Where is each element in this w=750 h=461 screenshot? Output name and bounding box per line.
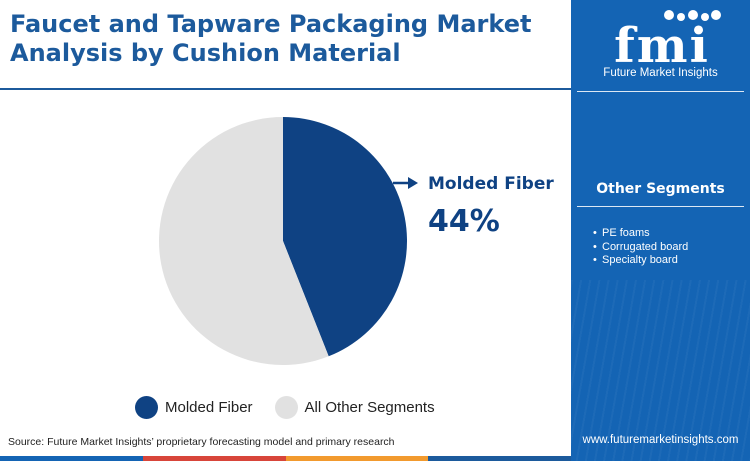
legend-label-all-other-segments: All Other Segments [304, 398, 435, 416]
other-segments-list: • PE foams • Corrugated board • Specialty b… [593, 227, 688, 268]
bullet-icon: • [593, 240, 597, 253]
source-note: Source: Future Market Insights’ propriet… [8, 436, 395, 448]
title-divider [0, 88, 571, 90]
svg-text:fmi: fmi [614, 18, 710, 74]
callout-arrow-head [408, 177, 418, 189]
legend-swatch-all-other-segments [274, 395, 298, 419]
callout-label: Molded Fiber [428, 174, 554, 194]
bottom-bar-segment [428, 456, 571, 461]
segment-label: Corrugated board [602, 240, 689, 253]
callout-value: 44% [428, 204, 500, 239]
bottom-bar-segment [0, 456, 143, 461]
segment-label: PE foams [602, 227, 650, 239]
legend-swatch-molded-fiber [135, 395, 158, 419]
chart-legend: Molded Fiber All Other Segments [135, 394, 457, 420]
other-segments-title: Other Segments [596, 181, 725, 197]
website-link[interactable]: www.futuremarketinsights.com [582, 434, 739, 446]
sidebar-texture [571, 280, 750, 461]
list-item: • Specialty board [593, 254, 688, 268]
fmi-logo-icon: fmi [614, 10, 721, 74]
bullet-icon: • [593, 254, 597, 266]
callout-arrow-icon [393, 177, 418, 189]
bottom-color-bar [0, 456, 571, 461]
list-item: • PE foams [593, 227, 688, 241]
pie-slice-molded-fiber [283, 117, 408, 357]
sidebar-divider [577, 91, 744, 92]
list-item: • Corrugated board [593, 241, 688, 255]
legend-label-molded-fiber: Molded Fiber [165, 398, 253, 416]
legend-item-all-other-segments: All Other Segments [274, 395, 435, 419]
pie-slices [159, 117, 408, 365]
sidebar-panel: fmi Future Market Insights Other Segment… [571, 0, 750, 461]
logo-caption: Future Market Insights [603, 67, 718, 79]
bullet-icon: • [593, 227, 597, 239]
page-title: Faucet and Tapware Packaging Market Anal… [10, 10, 532, 67]
pie-chart [159, 117, 418, 365]
segment-label: Specialty board [602, 254, 678, 266]
bottom-bar-segment [285, 456, 429, 461]
pie-slice-all-other-segments [159, 117, 329, 365]
sidebar-divider [577, 206, 744, 207]
legend-item-molded-fiber: Molded Fiber [135, 395, 253, 419]
bottom-bar-segment [142, 456, 286, 461]
